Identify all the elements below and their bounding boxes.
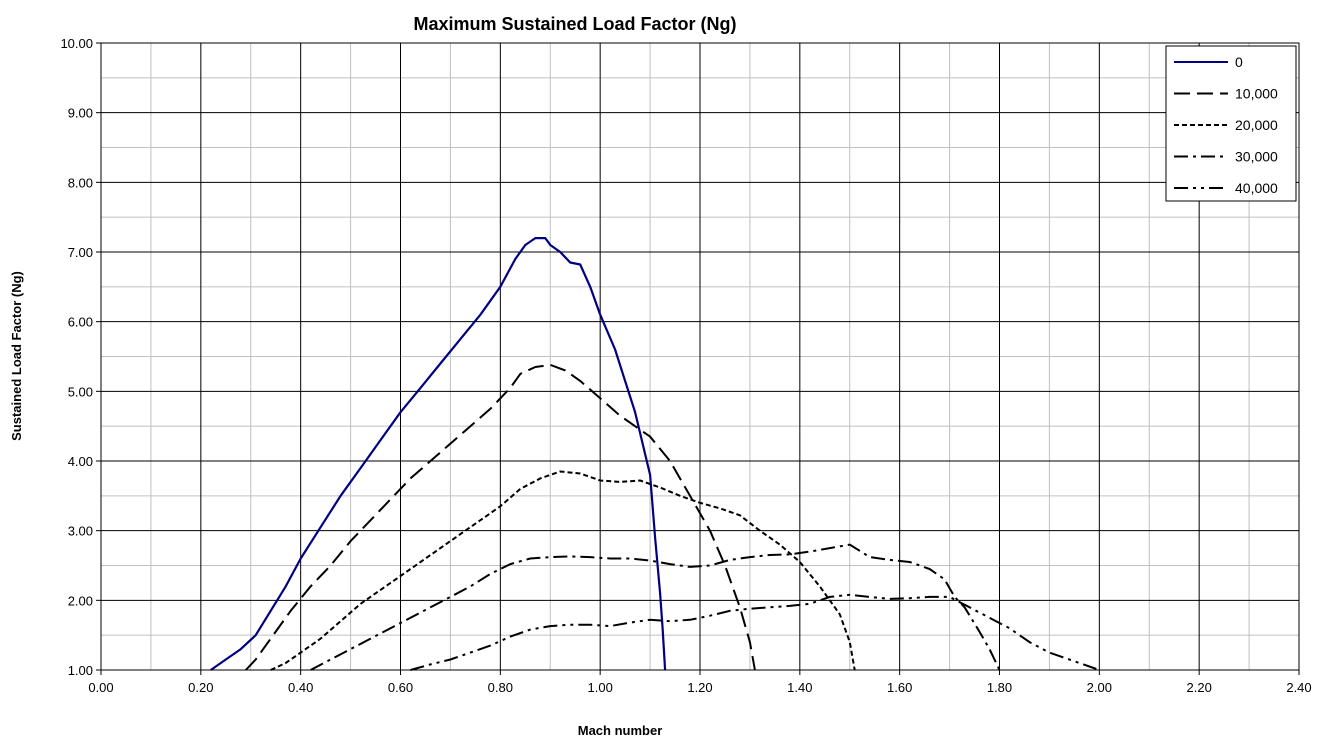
legend-label-2: 20,000	[1235, 117, 1278, 133]
series-line-0	[210, 237, 667, 671]
y-tick-label: 3.00	[68, 524, 93, 539]
y-tick-label: 6.00	[68, 315, 93, 330]
legend-label-3: 30,000	[1235, 149, 1278, 165]
series-line-4	[410, 593, 1100, 671]
x-tick-label: 1.00	[588, 680, 613, 695]
x-axis-ticks: 0.00 0.20 0.40 0.60 0.80 1.00 1.20 1.40 1.60 1.80…	[88, 670, 1312, 695]
series-line-1	[245, 363, 756, 671]
grid	[101, 43, 1299, 670]
x-tick-label: 0.80	[488, 680, 513, 695]
legend-label-1: 10,000	[1235, 86, 1278, 102]
chart-title: Maximum Sustained Load Factor (Ng)	[413, 14, 736, 34]
x-tick-label: 2.40	[1286, 680, 1311, 695]
x-tick-label: 0.60	[388, 680, 413, 695]
y-tick-label: 4.00	[68, 454, 93, 469]
series-line-3	[310, 543, 1001, 671]
y-axis-ticks: 1.00 2.00 3.00 4.00 5.00 6.00 7.00 8.00 9.00 10.0…	[60, 36, 101, 678]
legend-label-4: 40,000	[1235, 180, 1278, 196]
x-tick-label: 0.20	[188, 680, 213, 695]
x-tick-label: 1.40	[787, 680, 812, 695]
legend-box	[1165, 45, 1297, 202]
y-tick-label: 8.00	[68, 175, 93, 190]
x-tick-label: 1.60	[887, 680, 912, 695]
legend: 0 10,000 20,000 30,000 40,000	[1165, 45, 1297, 202]
series-group	[210, 237, 1100, 671]
x-tick-label: 0.40	[288, 680, 313, 695]
y-tick-label: 7.00	[68, 245, 93, 260]
x-tick-label: 0.00	[88, 680, 113, 695]
x-tick-label: 1.80	[987, 680, 1012, 695]
x-tick-label: 1.20	[687, 680, 712, 695]
y-tick-label: 10.00	[60, 36, 93, 51]
x-axis-label: Mach number	[578, 723, 663, 738]
x-tick-label: 2.00	[1087, 680, 1112, 695]
y-tick-label: 9.00	[68, 106, 93, 121]
y-tick-label: 2.00	[68, 593, 93, 608]
x-tick-label: 2.20	[1187, 680, 1212, 695]
y-axis-label: Sustained Load Factor (Ng)	[9, 271, 24, 441]
legend-label-0: 0	[1235, 54, 1243, 70]
y-tick-label: 5.00	[68, 384, 93, 399]
y-tick-label: 1.00	[68, 663, 93, 678]
series-line-2	[270, 470, 856, 671]
